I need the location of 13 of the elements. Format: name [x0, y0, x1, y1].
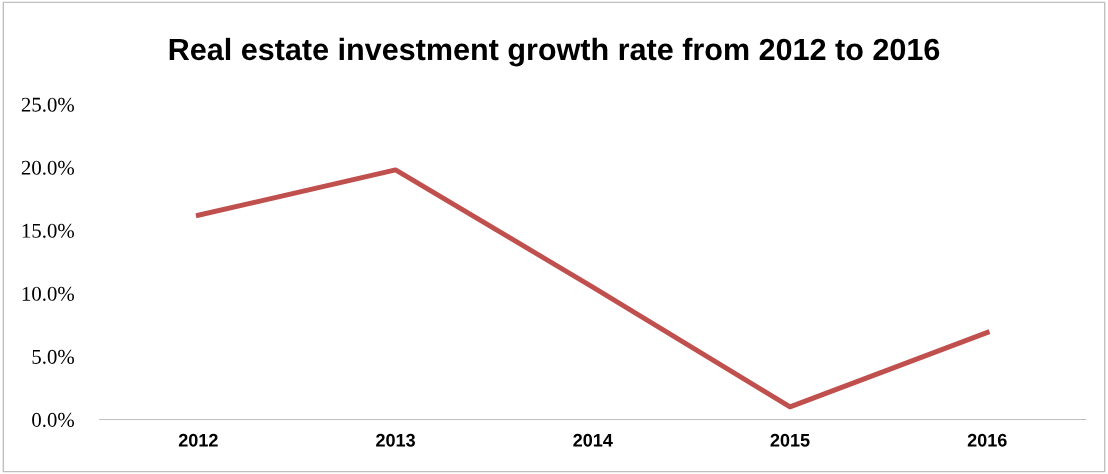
- y-tick-label: 5.0%: [32, 349, 75, 364]
- chart-title: Real estate investment growth rate from 2012 to 2016: [169, 37, 940, 67]
- y-tick-label: 10.0%: [22, 286, 75, 301]
- x-tick-label: 2013: [376, 433, 415, 447]
- x-tick-label: 2012: [178, 433, 218, 447]
- y-tick-label: 25.0%: [21, 97, 75, 112]
- x-tick-label: 2015: [770, 433, 810, 447]
- y-tick-label: 20.0%: [21, 160, 75, 175]
- line-series: [195, 167, 990, 410]
- y-tick-label: 15.0%: [22, 223, 75, 238]
- x-tick-label: 2016: [967, 433, 1007, 447]
- y-tick-label: 0.0%: [32, 412, 75, 428]
- x-tick-label: 2014: [573, 433, 613, 447]
